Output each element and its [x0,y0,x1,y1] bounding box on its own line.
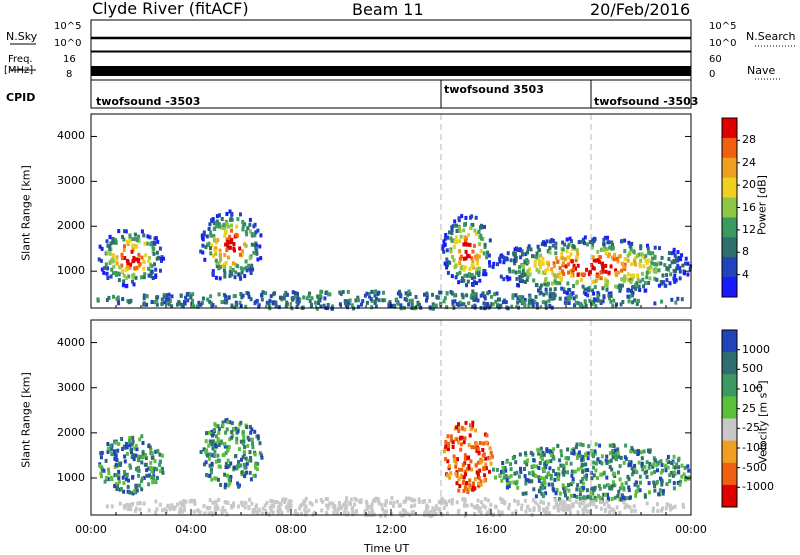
x-tick-label-2: 08:00 [275,523,307,536]
power-ytick-label-3000: 3000 [57,174,85,188]
power-colorbar-swatch-2 [722,157,737,179]
cpid-segment-2: twofsound 3503 [444,83,544,96]
velocity-ytick-label-3000: 3000 [57,380,85,394]
x-tick-label-1: 04:00 [175,523,207,536]
velocity-colorbar-tick-label-3: 25 [742,401,756,415]
power-colorbar-tick-label-3: 16 [742,200,756,214]
x-tick-label-4: 16:00 [475,523,507,536]
velocity-colorbar-swatch-0 [722,330,737,353]
x-tick-label-5: 20:00 [575,523,607,536]
velocity-colorbar-swatch-3 [722,396,737,419]
x-tick-label-6: 00:00 [675,523,707,536]
nsky-panel-frame [90,19,692,52]
velocity-colorbar-swatch-4 [722,418,737,442]
power-colorbar-swatch-5 [722,217,737,238]
power-colorbar-tick-label-0: 4 [742,267,749,281]
nsearch-tick-bottom: 10^0 [709,38,737,49]
power-colorbar-swatch-4 [722,197,737,218]
nave-tick-top: 60 [709,54,722,65]
power-colorbar-swatch-0 [722,118,737,139]
velocity-colorbar-tick-label-1: 500 [742,362,763,376]
x-tick-label-0: 00:00 [75,523,107,536]
cpid-panel-frame [90,79,692,109]
x-tick-label-3: 12:00 [375,523,407,536]
velocity-colorbar-tick-label-5: -100 [742,441,767,454]
date-title: 20/Feb/2016 [590,0,691,19]
power-colorbar-swatch-7 [722,257,737,278]
station-title: Clyde River (fitACF) [92,0,249,18]
freq-tick-top: 16 [63,54,76,65]
power-colorbar-swatch-6 [722,237,737,258]
velocity-colorbar-tick-label-4: -25 [742,421,760,435]
power-panel-ylabel: Slant Range [km] [19,165,33,261]
power-colorbar-tick-label-1: 8 [742,245,749,259]
freq-trace [91,66,691,76]
velocity-colorbar-tick-label-7: -1000 [742,480,774,494]
nsky-tick-bottom: 10^0 [54,38,82,49]
velocity-ytick-label-1000: 1000 [57,470,85,484]
power-scatter-cells [96,209,693,311]
x-axis-label: Time UT [364,542,410,555]
nsearch-tick-top: 10^5 [709,21,737,32]
velocity-colorbar-tick-label-6: -500 [742,460,767,474]
velocity-colorbar-tick-label-0: 1000 [742,342,770,356]
power-ytick-label-1000: 1000 [57,264,85,278]
velocity-ytick-label-2000: 2000 [57,425,85,439]
velocity-colorbar-swatch-6 [722,462,737,486]
velocity-scatter-cells [98,418,692,518]
freq-unit-label: [MHz] [4,65,34,76]
beam-title: Beam 11 [352,0,424,19]
power-colorbar-tick-label-2: 12 [742,222,756,236]
power-ytick-label-4000: 4000 [57,129,85,143]
power-colorbar-tick-label-4: 20 [742,178,756,192]
velocity-panel-ylabel: Slant Range [km] [19,372,33,468]
velocity-colorbar-swatch-7 [722,484,737,508]
nsky-label: N.Sky [6,30,38,43]
velocity-colorbar-swatch-2 [722,374,737,397]
power-ytick-label-2000: 2000 [57,219,85,233]
power-colorbar-label: Power [dB] [755,175,769,235]
power-colorbar-tick-label-6: 28 [742,133,756,147]
velocity-colorbar-swatch-5 [722,440,737,464]
cpid-label: CPID [6,91,36,104]
power-colorbar-swatch-8 [722,277,737,298]
power-colorbar-swatch-3 [722,177,737,199]
cpid-segment-1: twofsound -3503 [96,95,201,108]
nsearch-label: N.Search [746,30,796,43]
velocity-panel-bg [91,320,691,515]
freq-tick-bottom: 8 [66,69,73,80]
nave-label: Nave [747,64,776,77]
velocity-colorbar-tick-label-2: 100 [742,382,763,395]
velocity-colorbar-swatch-1 [722,352,737,375]
freq-label: Freq. [8,54,33,65]
nave-tick-bottom: 0 [709,69,716,80]
power-colorbar-tick-label-5: 24 [742,155,756,169]
cpid-segment-3: twofsound -3503 [594,95,699,108]
power-colorbar-swatch-1 [722,137,737,159]
nsky-tick-top: 10^5 [54,21,82,32]
velocity-colorbar-frame [721,329,738,508]
velocity-ytick-label-4000: 4000 [57,335,85,349]
